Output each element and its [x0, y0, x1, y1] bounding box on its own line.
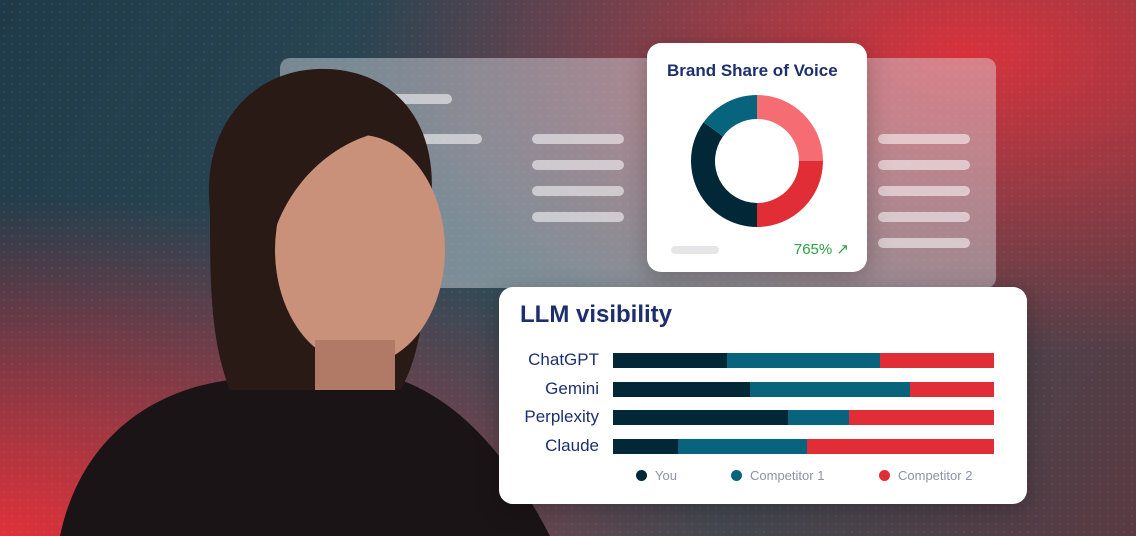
- category-label: Gemini: [545, 378, 599, 398]
- placeholder-line: [532, 186, 624, 196]
- woman-photo: [60, 68, 550, 536]
- card-title: LLM visibility: [520, 301, 673, 328]
- placeholder-line: [878, 238, 970, 248]
- bar-segment-competitor-1: [677, 438, 808, 454]
- placeholder-line: [878, 134, 970, 144]
- brand-share-of-voice-card: Brand Share of Voice 765% ↗: [647, 43, 867, 272]
- bar-segment-you: [613, 353, 728, 368]
- arrow-up-right-icon: ↗: [836, 241, 849, 258]
- bar-segment-you: [613, 410, 789, 425]
- change-indicator: 765% ↗: [794, 240, 849, 258]
- category-label: Claude: [545, 435, 599, 455]
- stacked-bar: [613, 438, 994, 454]
- legend-item-you: You: [636, 468, 677, 483]
- change-value: 765%: [793, 241, 833, 258]
- legend-swatch: [731, 470, 742, 481]
- bar-row: Perplexity: [499, 407, 1027, 426]
- bar-segment-competitor-1: [750, 381, 911, 397]
- legend-item-competitor-2: Competitor 2: [879, 468, 972, 483]
- bar-row: ChatGPT: [499, 350, 1027, 369]
- placeholder-line: [532, 160, 624, 170]
- legend-label: Competitor 2: [898, 468, 973, 483]
- bar-segment-competitor-2: [910, 381, 994, 397]
- bar-segment-competitor-2: [807, 438, 994, 454]
- legend-item-competitor-1: Competitor 1: [731, 468, 824, 483]
- legend-label: You: [655, 468, 677, 483]
- placeholder-line: [390, 94, 452, 104]
- bar-segment-competitor-2: [879, 353, 994, 368]
- bar-segment-competitor-2: [849, 410, 994, 425]
- placeholder-pill: [671, 246, 719, 254]
- llm-visibility-card: LLM visibility ChatGPT Gemini Perplexity Cl…: [499, 287, 1027, 504]
- legend-swatch: [636, 470, 647, 481]
- placeholder-line: [878, 186, 970, 196]
- bar-row: Gemini: [499, 378, 1027, 398]
- category-label: ChatGPT: [528, 350, 599, 369]
- placeholder-line: [878, 212, 970, 222]
- share-of-voice-donut: [691, 95, 823, 227]
- bar-segment-competitor-1: [727, 353, 880, 368]
- bar-segment-you: [613, 438, 678, 454]
- donut-slice-1: [757, 161, 823, 227]
- donut-slice-0: [757, 95, 823, 161]
- legend-label: Competitor 1: [750, 468, 825, 483]
- category-label: Perplexity: [524, 407, 599, 426]
- stacked-bar: [613, 410, 994, 425]
- placeholder-line: [420, 134, 482, 144]
- donut-slice-3: [703, 95, 757, 137]
- card-title: Brand Share of Voice: [667, 61, 838, 80]
- placeholder-line: [532, 212, 624, 222]
- bar-segment-you: [613, 381, 751, 397]
- donut-slice-2: [691, 122, 757, 227]
- legend-swatch: [879, 470, 890, 481]
- bar-row: Claude: [499, 435, 1027, 455]
- stacked-bar: [613, 381, 994, 397]
- placeholder-line: [532, 134, 624, 144]
- placeholder-line: [878, 160, 970, 170]
- stacked-bar: [613, 353, 994, 368]
- bar-segment-competitor-1: [788, 410, 850, 425]
